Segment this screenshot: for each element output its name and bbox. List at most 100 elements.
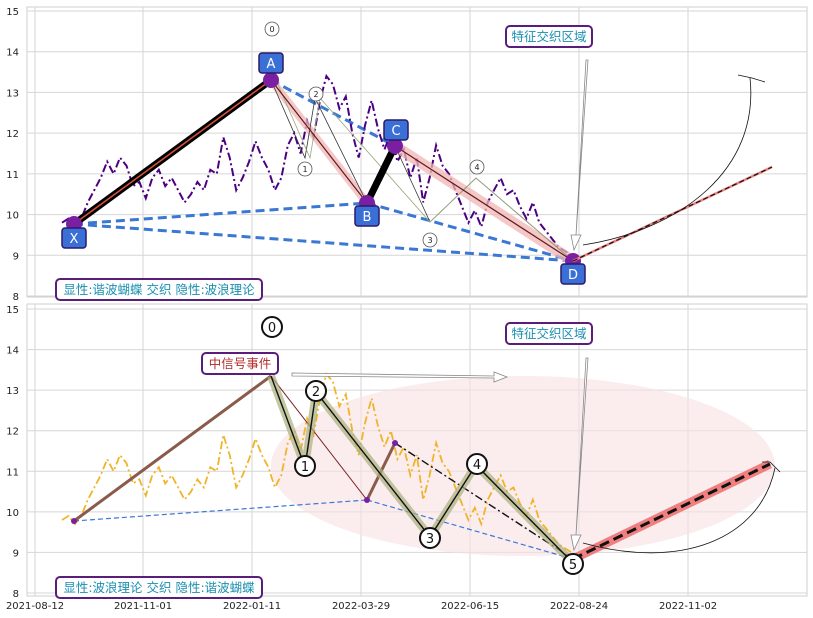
y-tick-label: 10 [6, 508, 19, 519]
x-tick-label: 2021-11-01 [114, 601, 172, 612]
y-tick-label: 8 [13, 292, 19, 303]
xa-leg-inner [73, 79, 272, 225]
svg-text:3: 3 [427, 236, 432, 245]
top-projection-curve [582, 77, 752, 246]
top-projection-hook [737, 74, 766, 83]
svg-text:0: 0 [268, 321, 276, 336]
svg-text:0: 0 [269, 25, 274, 34]
y-tick-label: 13 [6, 88, 19, 99]
bottom-wave-label-4: 4 [466, 453, 488, 475]
top-wave-zigzag-shadow [275, 79, 574, 262]
y-tick-label: 14 [6, 48, 19, 59]
y-tick-label: 13 [6, 386, 19, 397]
svg-text:3: 3 [426, 532, 434, 547]
point-a-dot [263, 72, 279, 88]
y-tick-label: 9 [13, 548, 19, 559]
top-y-axis: 8 9 10 11 12 13 14 15 [6, 7, 19, 303]
top-wave-label-1: 1 [297, 161, 313, 177]
bottom-xb-dashed [73, 499, 368, 522]
bc-leg [363, 144, 399, 205]
interweave-zone-ellipse [271, 376, 775, 556]
bottom-projection-curve [582, 467, 776, 554]
top-plot-area [26, 6, 808, 298]
x-tick-label: 2022-06-15 [441, 601, 499, 612]
bottom-y-axis: 8 9 10 11 12 13 14 15 [6, 305, 19, 600]
y-tick-label: 10 [6, 211, 19, 222]
bottom-x-axis: 2021-08-12 2021-11-01 2022-01-11 2022-03-29… [6, 601, 717, 612]
top-wave-label-0: 0 [264, 21, 280, 37]
top-price-line [61, 73, 579, 261]
point-a-label: A [258, 52, 284, 74]
bottom-c-dot [392, 440, 398, 446]
svg-text:显性:谐波蝴蝶 交织 隐性:波浪理论: 显性:谐波蝴蝶 交织 隐性:波浪理论 [63, 282, 255, 297]
top-wave-label-4: 4 [469, 159, 485, 175]
svg-text:显性:波浪理论 交织 隐性:谐波蝴蝶: 显性:波浪理论 交织 隐性:谐波蝴蝶 [63, 580, 255, 595]
svg-text:A: A [267, 57, 276, 72]
bottom-ab-leg [270, 375, 368, 501]
bottom-b-dot [364, 497, 370, 503]
point-c-dot [387, 138, 403, 154]
cd-leg [394, 145, 574, 262]
svg-text:1: 1 [302, 165, 307, 174]
svg-text:2: 2 [312, 385, 320, 400]
xb-dashed-line [73, 201, 368, 226]
bottom-wave-label-2: 2 [305, 380, 327, 402]
top-projection-dashed-core [572, 166, 773, 262]
svg-text:2: 2 [313, 90, 318, 99]
y-tick-label: 12 [6, 427, 19, 438]
point-x-label: X [61, 227, 87, 249]
svg-text:特征交织区域: 特征交织区域 [511, 326, 586, 341]
x-tick-label: 2021-08-12 [6, 601, 64, 612]
y-tick-label: 11 [6, 467, 19, 478]
bottom-caption: 显性:波浪理论 交织 隐性:谐波蝴蝶 [55, 576, 263, 599]
bottom-wave-label-1: 1 [294, 455, 316, 477]
svg-text:D: D [568, 268, 578, 283]
point-b-label: B [354, 205, 380, 227]
bottom-wave-label-0: 0 [261, 316, 283, 338]
bottom-projection-dashed [572, 462, 771, 561]
bottom-zone-arrow [570, 357, 589, 552]
top-grid [27, 7, 807, 297]
y-tick-label: 11 [6, 170, 19, 181]
top-wave-label-2: 2 [308, 86, 324, 102]
point-c-label: C [383, 119, 409, 141]
svg-text:X: X [70, 232, 79, 247]
top-wave-label-3: 3 [422, 232, 438, 248]
bottom-wave-label-5: 5 [562, 553, 584, 575]
x-tick-label: 2022-11-02 [659, 601, 717, 612]
svg-text:B: B [363, 210, 372, 225]
bottom-x-dot [71, 518, 77, 524]
y-tick-label: 15 [6, 305, 19, 316]
svg-text:中信号事件: 中信号事件 [209, 356, 272, 371]
bottom-xa-leg [73, 374, 272, 523]
bottom-wave-label-3: 3 [419, 527, 441, 549]
y-tick-label: 9 [13, 251, 19, 262]
y-tick-label: 12 [6, 129, 19, 140]
bd-dashed-line [366, 201, 574, 263]
ab-leg [270, 79, 368, 204]
top-caption: 显性:谐波蝴蝶 交织 隐性:波浪理论 [55, 278, 263, 301]
x-tick-label: 2022-08-24 [550, 601, 608, 612]
point-d-label: D [560, 263, 586, 285]
bottom-cd-dashdot [394, 442, 574, 560]
bottom-zone-label: 特征交织区域 [505, 322, 593, 345]
bottom-wave-zigzag [270, 375, 574, 564]
y-tick-label: 8 [13, 589, 19, 600]
x-tick-label: 2022-01-11 [223, 601, 281, 612]
bottom-projection-hook [762, 461, 781, 473]
svg-text:4: 4 [473, 458, 481, 473]
y-tick-label: 15 [6, 7, 19, 18]
svg-text:1: 1 [301, 460, 309, 475]
svg-text:4: 4 [474, 163, 479, 172]
svg-text:特征交织区域: 特征交织区域 [511, 29, 586, 44]
top-zone-arrow [570, 59, 589, 252]
event-label: 中信号事件 [201, 352, 279, 375]
x-tick-label: 2022-03-29 [332, 601, 390, 612]
y-tick-label: 14 [6, 346, 19, 357]
svg-text:5: 5 [569, 558, 577, 573]
bottom-bd-dashed [366, 499, 574, 560]
svg-text:C: C [391, 124, 400, 139]
